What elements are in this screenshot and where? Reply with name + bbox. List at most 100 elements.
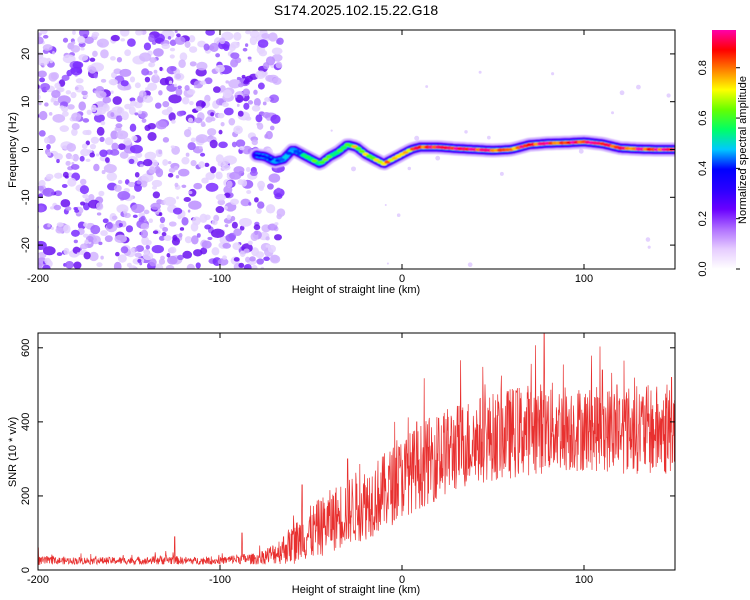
noise-speckle (40, 83, 51, 91)
noise-speckle (204, 162, 210, 168)
noise-speckle (169, 39, 177, 46)
noise-speckle (102, 218, 109, 224)
noise-speckle (53, 204, 62, 211)
noise-speckle (242, 145, 253, 155)
noise-speckle (138, 110, 142, 115)
noise-speckle (168, 246, 177, 254)
noise-speckle (104, 137, 114, 146)
noise-speckle (243, 80, 249, 85)
noise-speckle (114, 234, 127, 244)
snr-x-tick-label: 0 (399, 574, 405, 586)
noise-speckle (96, 262, 103, 268)
noise-speckle (62, 37, 69, 43)
noise-speckle (173, 83, 178, 88)
noise-speckle (172, 234, 178, 241)
noise-speckle (199, 213, 208, 224)
noise-speckle (42, 187, 55, 197)
noise-speckle (80, 148, 90, 157)
noise-speckle (578, 148, 584, 154)
noise-speckle (169, 47, 176, 52)
noise-speckle (155, 102, 162, 109)
noise-speckle (142, 252, 154, 261)
noise-speckle (229, 171, 242, 180)
noise-speckle (93, 73, 98, 79)
noise-speckle (205, 116, 213, 123)
noise-speckle (267, 183, 274, 190)
noise-speckle (230, 41, 240, 49)
noise-speckle (89, 152, 95, 158)
noise-speckle (50, 98, 55, 103)
ridge-cell (336, 148, 344, 153)
noise-speckle (151, 244, 164, 254)
noise-speckle (268, 173, 281, 183)
noise-speckle (78, 30, 90, 38)
noise-speckle (145, 239, 152, 246)
noise-speckle (38, 32, 42, 36)
noise-speckle (204, 224, 212, 230)
noise-speckle (110, 112, 115, 117)
snr-frame (37, 332, 676, 571)
noise-speckle (263, 62, 270, 70)
noise-speckle (82, 129, 90, 136)
frequency-ridge (249, 134, 675, 171)
noise-speckle (137, 258, 142, 263)
noise-speckle (153, 69, 158, 74)
noise-speckle (178, 232, 183, 238)
noise-speckle (251, 105, 261, 112)
noise-speckle (49, 59, 54, 64)
noise-speckle (70, 66, 83, 76)
noise-speckle (96, 38, 109, 48)
noise-speckle (142, 95, 154, 103)
noise-speckle (38, 253, 41, 260)
noise-speckle (174, 182, 179, 188)
noise-speckle (205, 182, 219, 192)
noise-speckle (62, 224, 71, 234)
noise-speckle (147, 122, 156, 130)
noise-speckle (193, 182, 203, 190)
noise-speckle (102, 96, 112, 104)
noise-speckle (189, 61, 197, 67)
noise-speckle (54, 172, 63, 179)
noise-speckle (611, 111, 615, 115)
spectrogram-y-label: Frequency (Hz) (7, 112, 19, 188)
noise-speckle (195, 134, 209, 144)
snr-x-tick-label: -100 (209, 574, 231, 586)
noise-speckle (224, 205, 228, 210)
noise-speckle (414, 135, 420, 141)
noise-speckle (64, 175, 69, 179)
noise-speckle (196, 233, 201, 238)
noise-speckle (110, 34, 120, 42)
noise-speckle (104, 157, 110, 163)
noise-speckle (140, 229, 149, 239)
noise-speckle (106, 221, 113, 229)
noise-speckle (38, 36, 44, 45)
noise-speckle (239, 217, 252, 227)
noise-speckle (38, 262, 43, 269)
noise-speckle (154, 166, 161, 174)
noise-speckle (176, 196, 180, 200)
noise-speckle (45, 173, 54, 180)
noise-speckle (243, 102, 250, 110)
noise-speckle (215, 53, 221, 58)
noise-speckle (78, 101, 87, 111)
noise-speckle (51, 90, 61, 99)
noise-speckle (194, 85, 197, 89)
noise-speckle (38, 102, 42, 106)
noise-speckle (159, 223, 165, 229)
noise-speckle (224, 224, 229, 228)
noise-speckle (88, 251, 99, 262)
noise-speckle (100, 78, 107, 83)
noise-speckle (154, 263, 164, 269)
noise-speckle (130, 100, 138, 107)
noise-speckle (85, 140, 91, 146)
noise-speckle (48, 111, 53, 116)
noise-speckle (239, 225, 245, 231)
noise-speckle (478, 70, 482, 74)
colorbar-tick-label: 0.6 (697, 110, 709, 125)
noise-speckle (70, 164, 80, 170)
noise-speckle (134, 82, 141, 89)
noise-speckle (178, 59, 186, 69)
noise-speckle (171, 119, 176, 124)
noise-speckle (222, 89, 233, 99)
